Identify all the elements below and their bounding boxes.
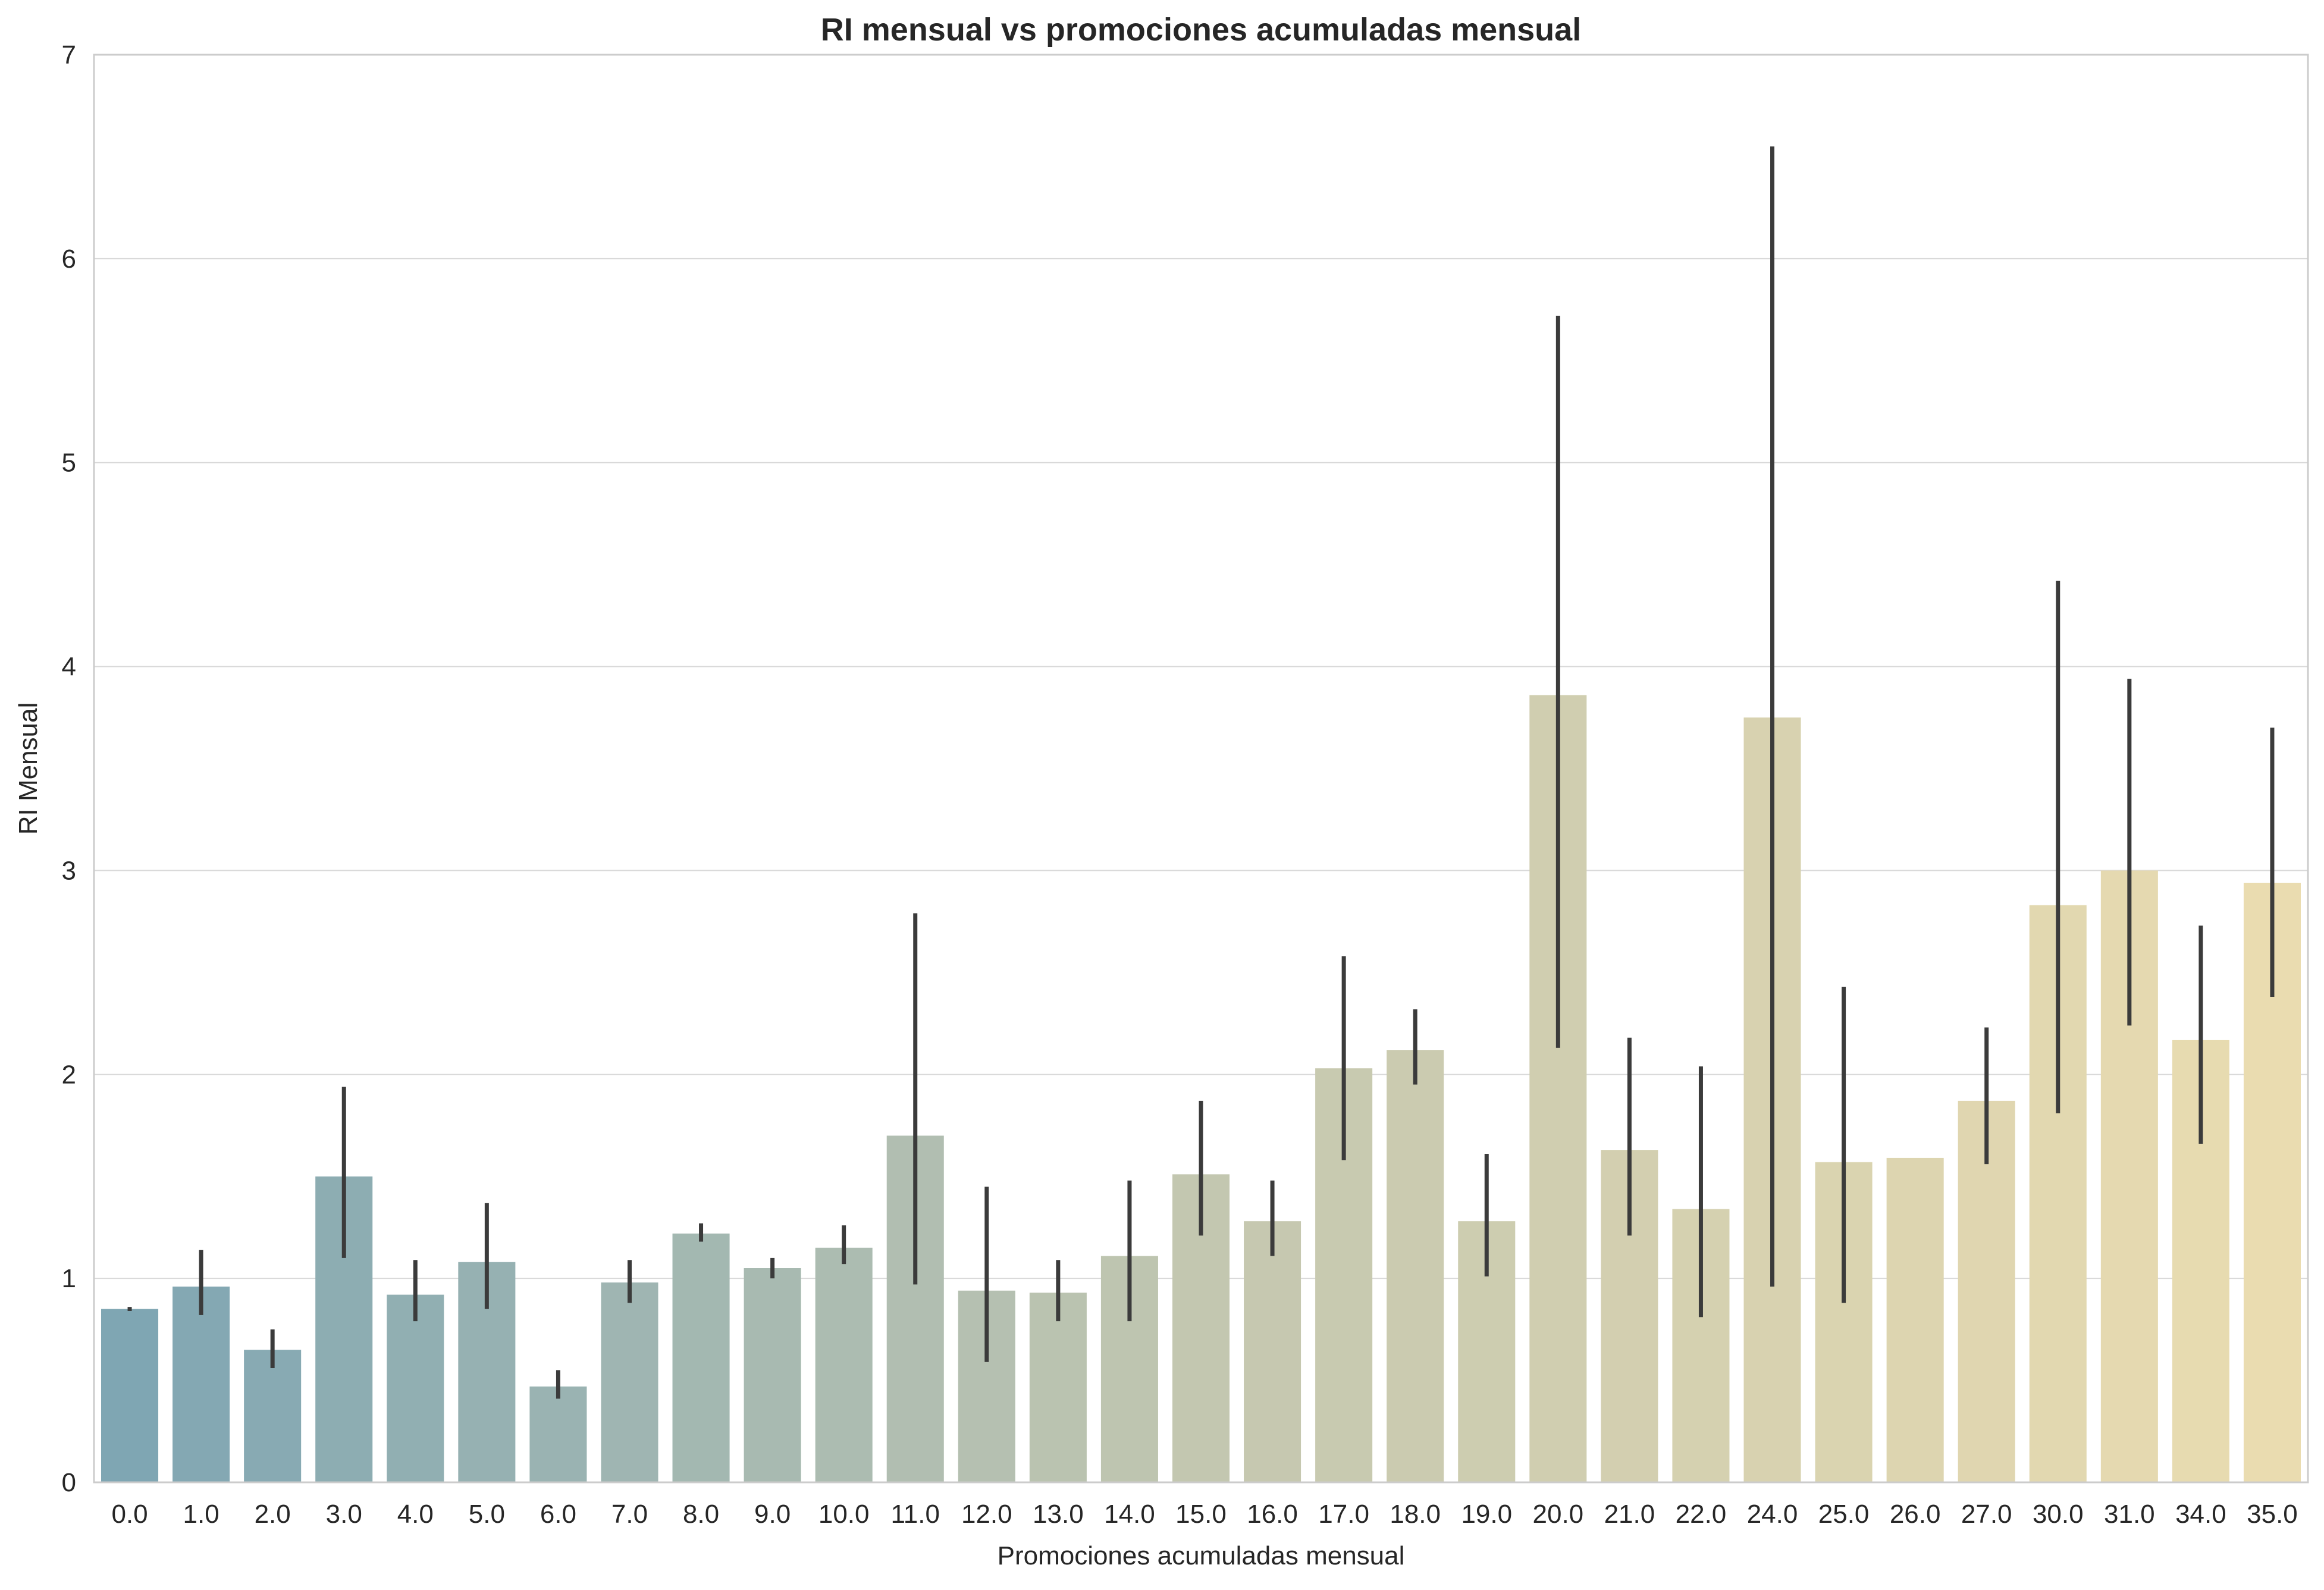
x-tick-label: 18.0 [1390,1500,1441,1529]
x-tick-label: 35.0 [2247,1500,2298,1529]
y-tick-label: 1 [62,1264,76,1293]
x-tick-label: 31.0 [2104,1500,2155,1529]
bar [1387,1050,1444,1482]
x-tick-label: 15.0 [1175,1500,1227,1529]
x-tick-label: 1.0 [183,1500,219,1529]
x-tick-label: 27.0 [1961,1500,2012,1529]
x-tick-label: 0.0 [111,1500,148,1529]
bar [1244,1221,1301,1482]
x-tick-label: 19.0 [1461,1500,1512,1529]
bar [815,1247,873,1482]
x-tick-label: 21.0 [1604,1500,1655,1529]
bars [101,695,2301,1482]
bar [601,1282,658,1482]
y-tick-label: 3 [62,856,76,885]
y-tick-label: 0 [62,1468,76,1497]
x-tick-label: 3.0 [326,1500,362,1529]
y-axis-label: RI Mensual [14,703,43,835]
bar [1886,1158,1944,1482]
x-tick-label: 7.0 [611,1500,648,1529]
bar [101,1309,159,1482]
chart-title: RI mensual vs promociones acumuladas men… [821,12,1581,48]
bar [529,1386,587,1482]
x-tick-label: 30.0 [2033,1500,2084,1529]
y-tick-label: 6 [62,244,76,274]
bar [672,1233,730,1482]
y-tick-label: 7 [62,40,76,70]
x-tick-label: 16.0 [1247,1500,1298,1529]
x-tick-label: 8.0 [683,1500,719,1529]
bar [744,1268,801,1482]
x-tick-label: 14.0 [1104,1500,1155,1529]
x-tick-label: 11.0 [891,1500,940,1529]
x-tick-label: 6.0 [540,1500,576,1529]
y-tick-label: 5 [62,449,76,478]
bar [244,1350,302,1482]
x-tick-labels: 0.0 1.0 2.0 3.0 4.0 5.0 6.0 7.0 8.0 9.0 10.0 11.0 12… [111,1500,2297,1529]
x-tick-label: 12.0 [961,1500,1012,1529]
error-bars [127,146,2275,1399]
bar [387,1294,444,1482]
x-tick-label: 25.0 [1818,1500,1870,1529]
x-tick-label: 20.0 [1533,1500,1584,1529]
x-tick-label: 13.0 [1033,1500,1084,1529]
bar [1958,1100,2015,1482]
plot-frame [93,54,2309,1484]
y-tick-labels: 0 1 2 3 4 5 6 7 [62,40,76,1497]
x-tick-label: 34.0 [2175,1500,2226,1529]
x-tick-label: 24.0 [1747,1500,1798,1529]
x-tick-label: 5.0 [469,1500,505,1529]
x-axis-label: Promociones acumuladas mensual [998,1541,1405,1570]
y-tick-label: 4 [62,653,76,682]
x-tick-label: 26.0 [1890,1500,1941,1529]
x-tick-label: 22.0 [1676,1500,1727,1529]
bar [1029,1293,1087,1482]
x-tick-label: 17.0 [1318,1500,1369,1529]
y-tick-label: 2 [62,1060,76,1089]
bar [173,1286,230,1482]
x-tick-label: 4.0 [397,1500,434,1529]
x-tick-label: 9.0 [754,1500,791,1529]
x-tick-label: 10.0 [818,1500,870,1529]
x-tick-label: 2.0 [255,1500,291,1529]
